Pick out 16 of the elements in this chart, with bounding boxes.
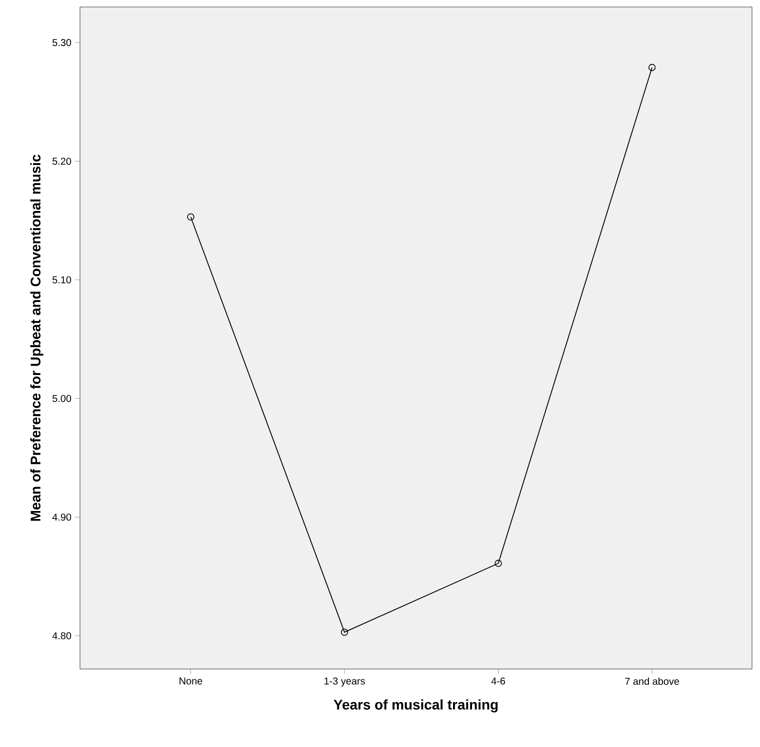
y-tick-label: 4.80: [52, 632, 72, 640]
y-axis-title: Mean of Preference for Upbeat and Conventional music: [30, 154, 44, 521]
point: [340, 628, 348, 636]
x-axis-title: Years of musical training: [334, 699, 498, 712]
point: [494, 560, 502, 567]
y-tick-label: 5.20: [52, 158, 72, 165]
y-tick-label: 5.30: [52, 39, 72, 46]
x-tick-label: None: [180, 678, 202, 684]
x-tick-label: 7 and above: [625, 678, 680, 685]
y-tick-label: 5.10: [52, 276, 72, 284]
point: [187, 213, 194, 221]
x-tick-label: 1-3 years: [324, 678, 365, 687]
y-tick-label: 4.90: [52, 514, 72, 521]
point: [648, 64, 656, 72]
x-tick-label: 4-6: [491, 678, 506, 685]
y-tick-label: 5.00: [52, 394, 72, 402]
